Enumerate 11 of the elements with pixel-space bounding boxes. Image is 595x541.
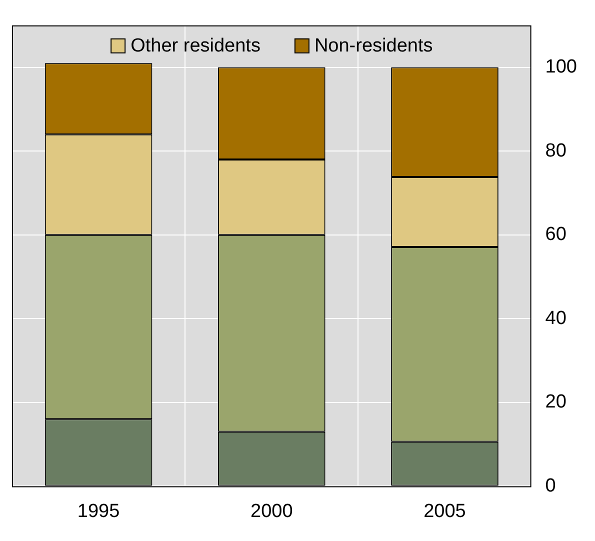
legend-label: Non-residents xyxy=(314,36,433,57)
y-tick-label: 40 xyxy=(545,308,566,329)
x-tick-label: 2005 xyxy=(424,500,466,522)
y-tick-label: 80 xyxy=(545,140,566,162)
x-tick-label: 1995 xyxy=(77,500,120,522)
y-tick-label: 20 xyxy=(545,392,566,413)
y-tick-label: 60 xyxy=(545,224,566,246)
y-tick-label: 0 xyxy=(545,475,556,496)
y-tick-label: 100 xyxy=(545,56,577,78)
x-tick-label: 2000 xyxy=(250,500,293,522)
legend-label: Other residents xyxy=(130,36,260,57)
